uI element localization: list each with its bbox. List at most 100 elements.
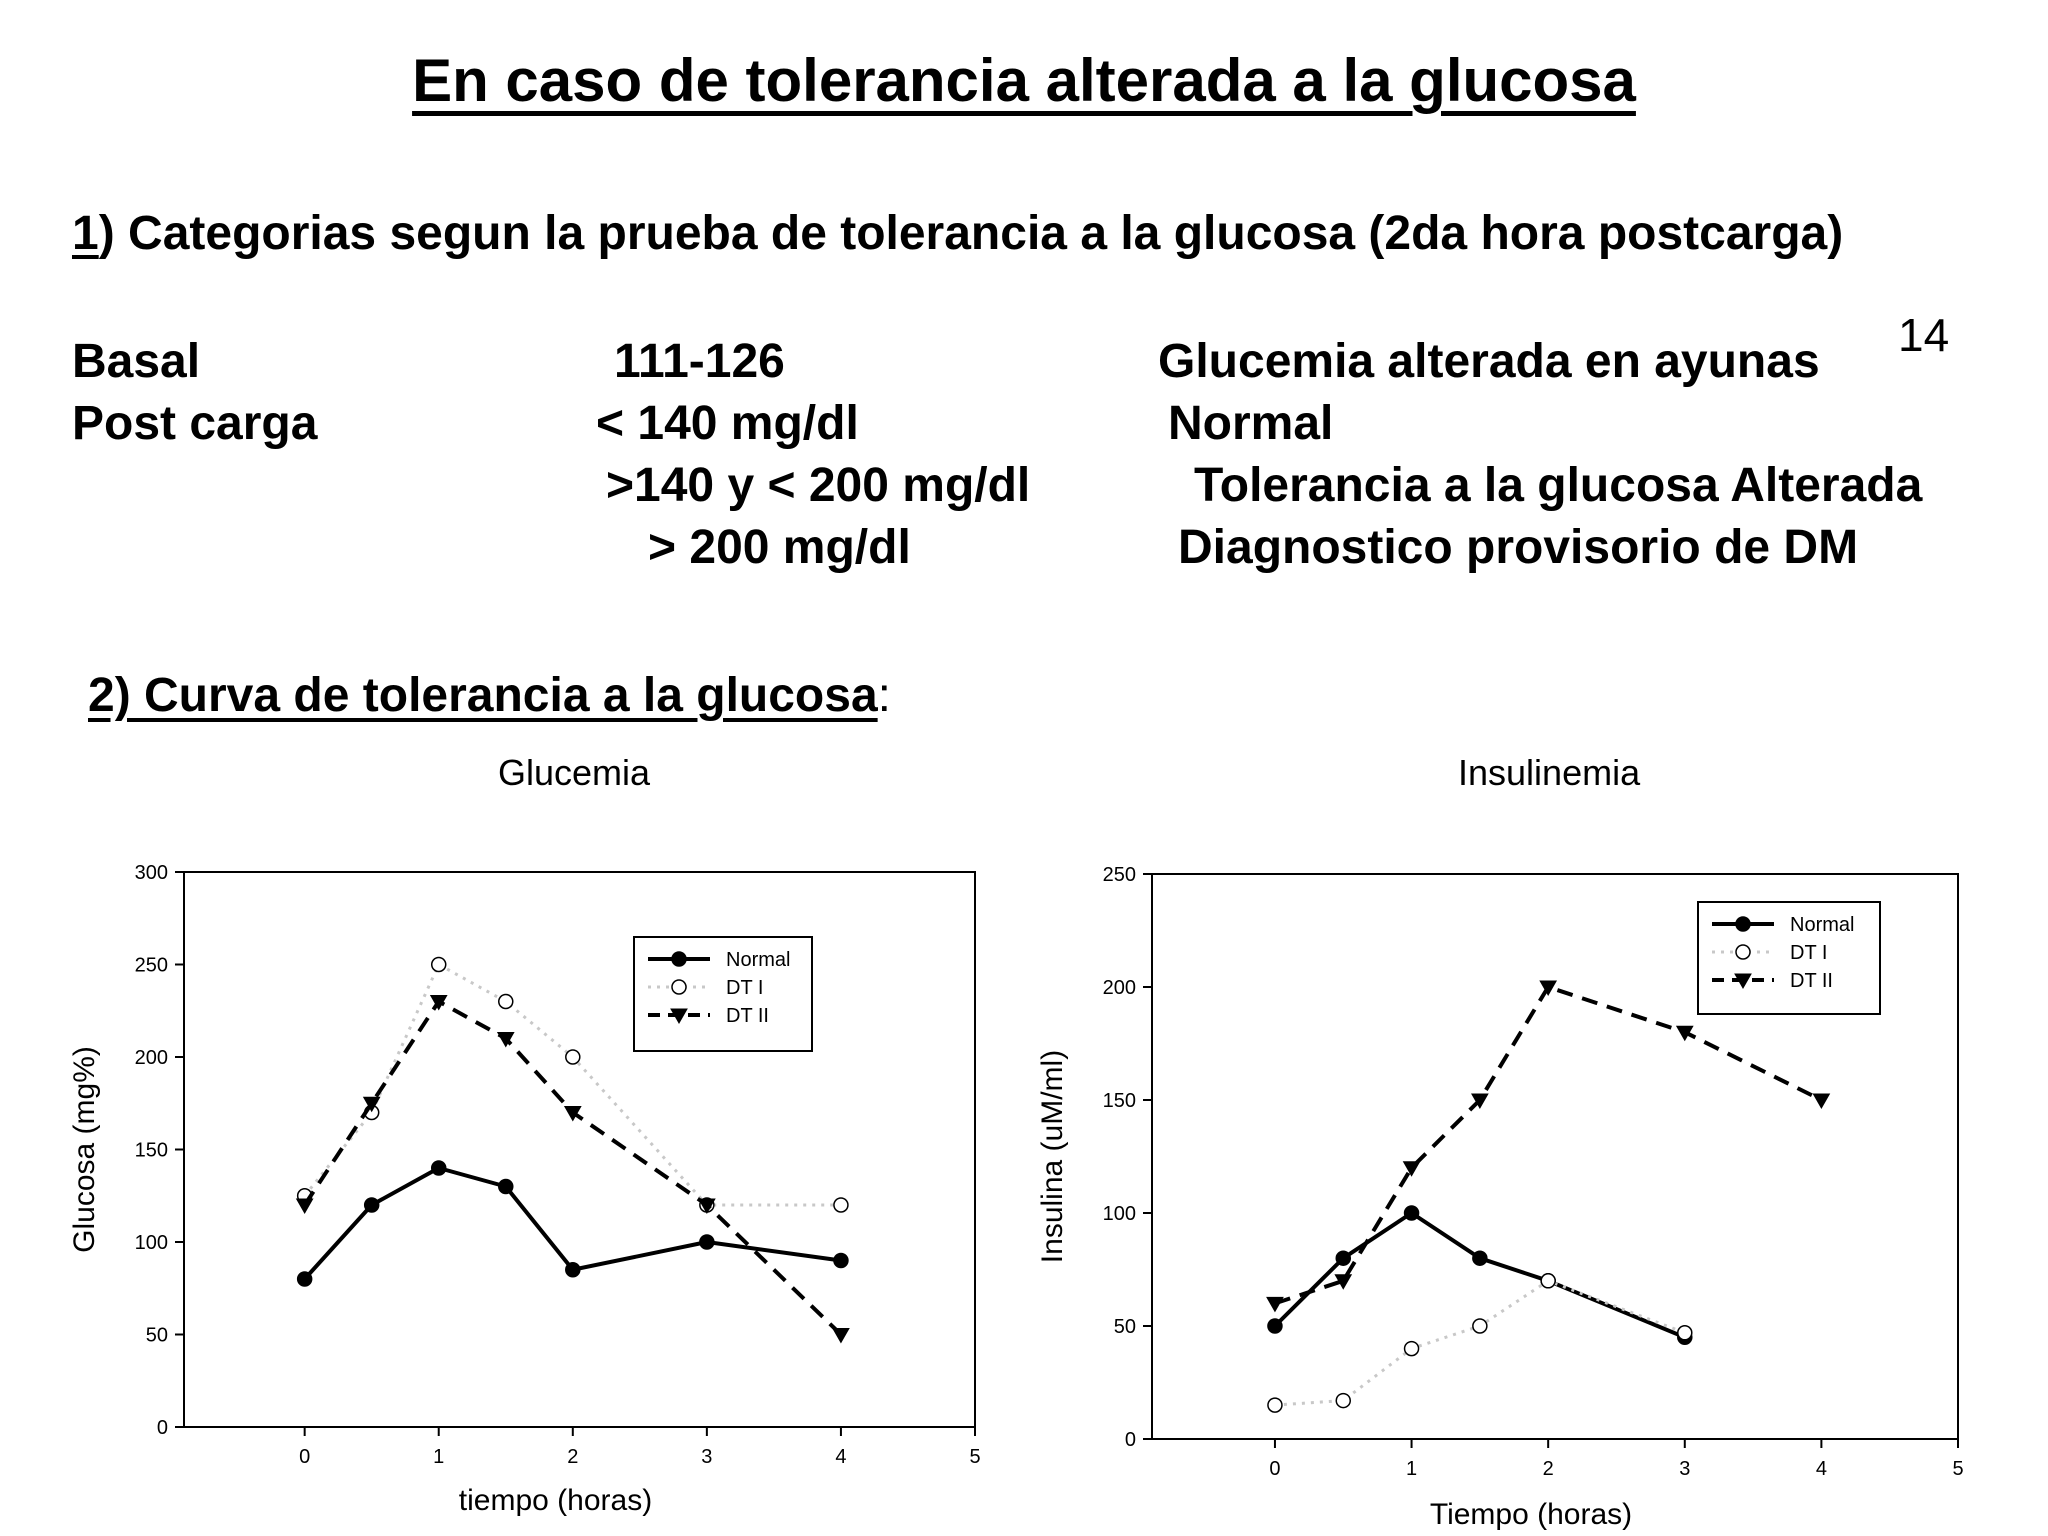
legend-label: Normal bbox=[1790, 914, 1854, 936]
row-postcarga-value: < 140 mg/dl bbox=[596, 397, 859, 450]
x-tick-label: 4 bbox=[1816, 1458, 1827, 1480]
data-point bbox=[1267, 1318, 1283, 1334]
data-point bbox=[496, 1032, 515, 1048]
x-tick-label: 5 bbox=[969, 1446, 980, 1468]
data-point bbox=[1403, 1340, 1420, 1357]
data-point bbox=[1472, 1250, 1488, 1266]
legend: Normal DT I DT II bbox=[633, 936, 813, 1052]
x-tick-label: 2 bbox=[567, 1446, 578, 1468]
data-point bbox=[699, 1234, 715, 1250]
legend-label: DT II bbox=[1790, 970, 1833, 992]
y-axis-label: Glucosa (mg%) bbox=[68, 1046, 101, 1253]
series-dt-ii bbox=[1266, 980, 1831, 1313]
legend-marker bbox=[1735, 916, 1751, 932]
data-point bbox=[563, 1106, 582, 1122]
y-axis-label: Insulina (uM/ml) bbox=[1036, 1050, 1069, 1263]
plot-frame bbox=[1151, 873, 1959, 1440]
data-point bbox=[833, 1197, 849, 1213]
y-tick-label: 0 bbox=[1125, 1429, 1136, 1451]
legend-marker bbox=[670, 1008, 688, 1025]
section1-heading: 1) Categorias segun la prueba de toleran… bbox=[72, 206, 1843, 261]
section2-heading: 2) Curva de tolerancia a la glucosa: bbox=[88, 668, 891, 723]
legend-label: Normal bbox=[726, 949, 790, 971]
series-dt-i bbox=[1267, 1273, 1693, 1413]
row-basal-label: Basal bbox=[72, 335, 201, 388]
y-tick-label: 150 bbox=[1103, 1090, 1136, 1112]
y-tick-label: 300 bbox=[135, 862, 168, 884]
data-point bbox=[1402, 1161, 1421, 1177]
series-line bbox=[1274, 985, 1823, 1306]
data-point bbox=[498, 1178, 514, 1195]
data-point bbox=[565, 1262, 581, 1278]
x-tick-label: 1 bbox=[433, 1446, 444, 1468]
section1-number: 1 bbox=[72, 207, 99, 260]
data-point bbox=[1334, 1274, 1353, 1290]
row-basal-value: 111-126 bbox=[614, 335, 785, 388]
x-tick-label: 0 bbox=[299, 1446, 310, 1468]
y-tick-label: 150 bbox=[135, 1140, 168, 1162]
row-4-value: > 200 mg/dl bbox=[648, 521, 911, 574]
data-point bbox=[295, 1198, 314, 1215]
y-tick-label: 50 bbox=[146, 1325, 168, 1347]
data-point bbox=[833, 1252, 849, 1269]
data-point bbox=[1677, 1325, 1693, 1341]
legend-marker bbox=[671, 951, 687, 967]
y-tick-label: 250 bbox=[135, 955, 168, 977]
data-point bbox=[430, 1160, 447, 1176]
page-number: 14 bbox=[1898, 309, 1950, 361]
y-tick-label: 200 bbox=[1103, 977, 1136, 999]
row-postcarga-result: Normal bbox=[1168, 397, 1334, 450]
legend-label: DT II bbox=[726, 1005, 769, 1027]
plot-frame bbox=[183, 871, 976, 1428]
x-tick-label: 3 bbox=[701, 1446, 712, 1468]
data-point bbox=[698, 1198, 716, 1215]
chart2-title: Insulinemia bbox=[1458, 752, 1641, 793]
x-tick-label: 4 bbox=[835, 1446, 846, 1468]
row-basal-result: Glucemia alterada en ayunas bbox=[1158, 335, 1820, 388]
series-line bbox=[1273, 1211, 1686, 1340]
y-tick-label: 200 bbox=[135, 1047, 168, 1069]
data-point bbox=[429, 995, 448, 1011]
legend-label: DT I bbox=[1790, 942, 1827, 964]
row-postcarga-label: Post carga bbox=[72, 397, 318, 450]
x-tick-label: 2 bbox=[1543, 1458, 1554, 1480]
row-3-result: Tolerancia a la glucosa Alterada bbox=[1194, 459, 1923, 512]
section2-heading-text: 2) Curva de tolerancia a la glucosa bbox=[88, 669, 878, 722]
x-tick-label: 3 bbox=[1679, 1458, 1690, 1480]
series-dt-ii bbox=[295, 995, 850, 1344]
legend-marker bbox=[1734, 973, 1752, 990]
data-point bbox=[565, 1049, 581, 1065]
data-point bbox=[1472, 1318, 1488, 1334]
row-4-result: Diagnostico provisorio de DM bbox=[1178, 521, 1859, 574]
data-point bbox=[430, 956, 447, 973]
y-tick-label: 50 bbox=[1114, 1316, 1136, 1338]
y-tick-label: 0 bbox=[157, 1417, 168, 1439]
data-point bbox=[1540, 1273, 1556, 1289]
x-tick-label: 0 bbox=[1269, 1458, 1280, 1480]
series-normal bbox=[296, 1160, 849, 1287]
legend-box bbox=[1697, 901, 1881, 1015]
data-point bbox=[1403, 1205, 1420, 1221]
data-point bbox=[1335, 1250, 1352, 1266]
chart1-title: Glucemia bbox=[498, 752, 651, 793]
y-tick-label: 250 bbox=[1103, 864, 1136, 886]
legend-box bbox=[633, 936, 813, 1052]
legend-marker bbox=[1735, 944, 1751, 960]
data-point bbox=[1471, 1093, 1489, 1110]
x-tick-label: 5 bbox=[1952, 1458, 1963, 1480]
data-point bbox=[363, 1197, 380, 1213]
legend-label: DT I bbox=[726, 977, 763, 999]
x-axis-label: tiempo (horas) bbox=[459, 1484, 652, 1517]
legend-marker bbox=[671, 979, 687, 995]
y-tick-label: 100 bbox=[1103, 1203, 1136, 1225]
section1-heading-text: ) Categorias segun la prueba de toleranc… bbox=[98, 207, 1844, 260]
chart-0: 0 50 100 150 200 250 300 0 1 2 3 4 5 tiempo (horas) Gl… bbox=[68, 862, 981, 1517]
series-line bbox=[1274, 1279, 1686, 1407]
legend: Normal DT I DT II bbox=[1697, 901, 1881, 1015]
x-axis-label: Tiempo (horas) bbox=[1430, 1498, 1632, 1531]
data-point bbox=[498, 993, 514, 1010]
data-point bbox=[296, 1271, 313, 1287]
data-point bbox=[832, 1328, 850, 1344]
data-point bbox=[1335, 1392, 1352, 1409]
